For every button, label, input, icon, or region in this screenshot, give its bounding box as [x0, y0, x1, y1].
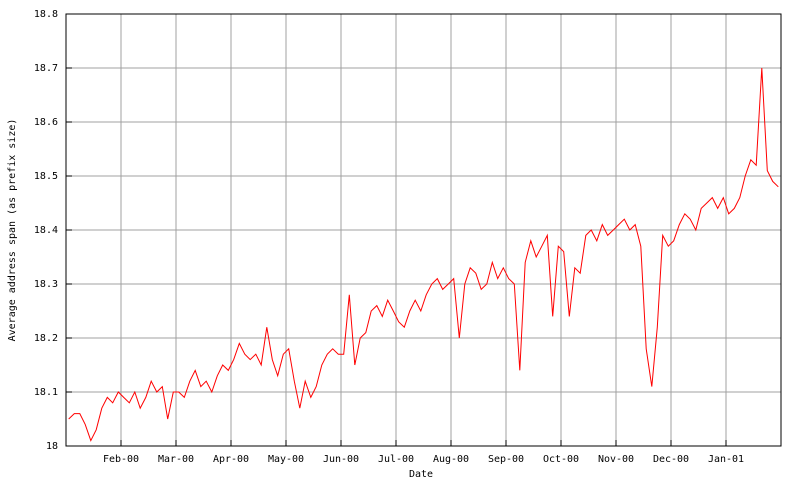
x-tick-label: May-00	[268, 454, 304, 465]
y-tick-label: 18.8	[34, 9, 58, 20]
y-tick-label: 18.2	[34, 333, 58, 344]
x-tick-label: Mar-00	[158, 454, 194, 465]
y-tick-label: 18.6	[34, 117, 58, 128]
y-axis-label: Average address span (as prefix size)	[7, 119, 18, 342]
x-tick-label: Apr-00	[213, 454, 249, 465]
y-tick-label: 18.4	[34, 225, 58, 236]
x-tick-label: Dec-00	[653, 454, 689, 465]
y-tick-label: 18.7	[34, 63, 58, 74]
y-tick-label: 18.1	[34, 387, 58, 398]
plot-frame	[65, 13, 782, 447]
y-tick-label: 18.3	[34, 279, 58, 290]
x-tick-label: Jun-00	[323, 454, 359, 465]
y-tick-label: 18	[46, 441, 58, 452]
x-tick-label: Jul-00	[378, 454, 414, 465]
x-tick-label: Nov-00	[598, 454, 634, 465]
x-tick-label: Feb-00	[103, 454, 139, 465]
x-axis-label: Date	[409, 469, 433, 480]
x-tick-label: Jan-01	[708, 454, 744, 465]
x-tick-label: Aug-00	[433, 454, 469, 465]
x-tick-label: Oct-00	[543, 454, 579, 465]
y-tick-label: 18.5	[34, 171, 58, 182]
x-tick-label: Sep-00	[488, 454, 524, 465]
data-line	[68, 67, 779, 442]
